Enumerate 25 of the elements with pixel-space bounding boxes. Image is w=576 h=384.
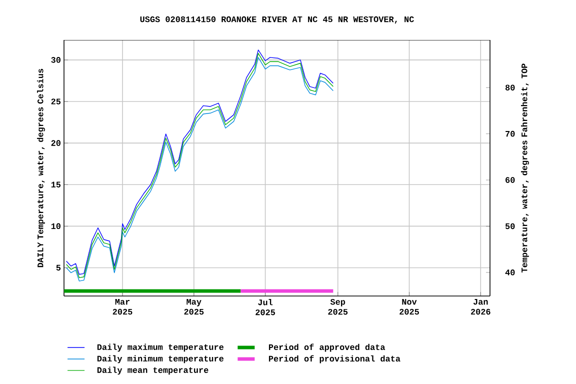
legend-label: Period of approved data [268, 344, 386, 352]
legend-label: Daily mean temperature [97, 366, 208, 375]
y2-tick-label: 50 [505, 223, 515, 230]
legend-label: Period of provisional data [268, 355, 400, 364]
legend-label: Daily minimum temperature [97, 355, 224, 364]
y-tick-label: 10 [51, 223, 60, 230]
y2-axis-title: Temperature, water, degrees Fahrenheit, TOP [521, 64, 529, 272]
x-tick-label: May 2025 [184, 299, 204, 315]
legend-label: Daily maximum temperature [97, 344, 224, 352]
y2-tick-label: 40 [505, 270, 515, 276]
x-tick-label: Mar 2025 [112, 299, 132, 315]
x-tick-label: Jul 2025 [256, 299, 276, 316]
y-axis-title: DAILY Temperature, water, degrees Celsius [37, 68, 45, 268]
x-tick-label: Sep 2025 [328, 299, 348, 315]
y-tick-label: 20 [51, 140, 60, 146]
x-tick-label: Nov 2025 [400, 299, 419, 315]
chart-title: USGS 0208114150 ROANOKE RIVER AT NC 45 NR WESTOVER, NC [140, 16, 414, 24]
y-tick-label: 5 [56, 264, 61, 271]
y2-tick-label: 80 [505, 84, 515, 90]
y-tick-label: 25 [51, 98, 61, 104]
y-tick-label: 15 [51, 182, 61, 188]
x-tick-label: Jan 2026 [470, 299, 490, 315]
y2-tick-label: 60 [506, 177, 515, 183]
y2-tick-label: 70 [506, 130, 515, 137]
y-tick-label: 30 [51, 57, 60, 63]
